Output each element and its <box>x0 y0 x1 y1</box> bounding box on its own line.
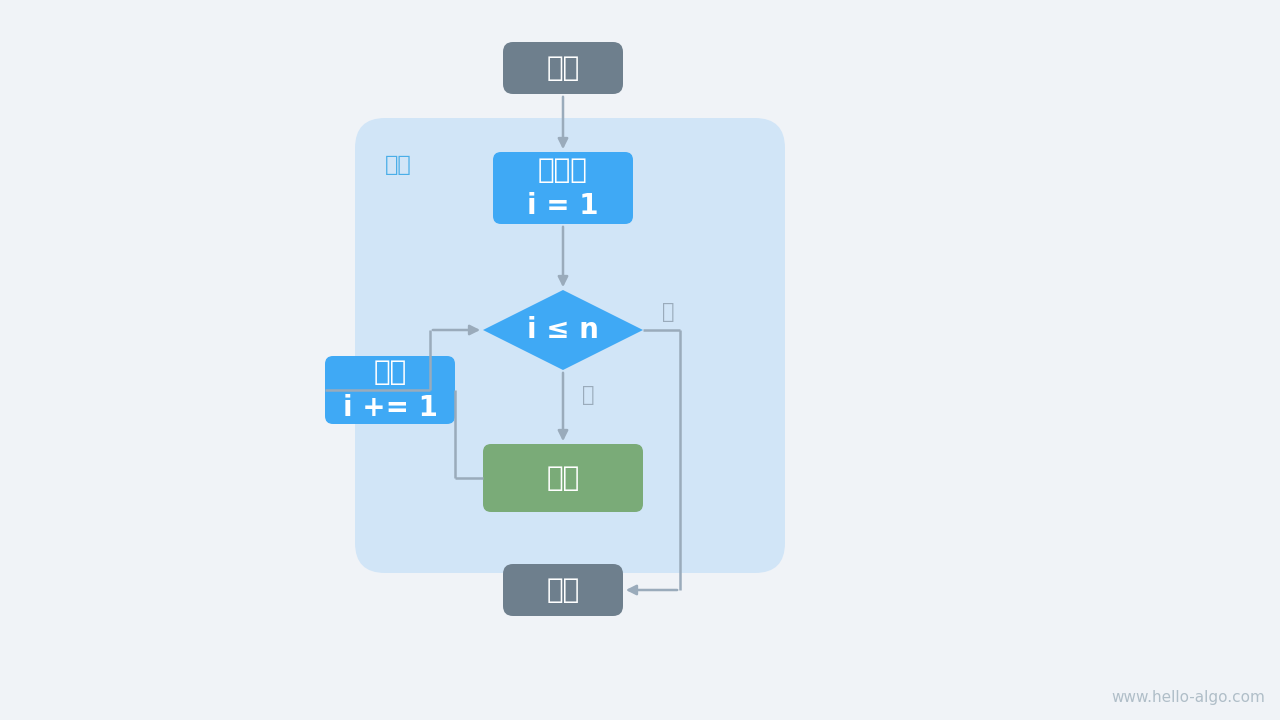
Text: 假: 假 <box>662 302 675 322</box>
Text: 循环: 循环 <box>385 155 412 175</box>
Text: www.hello-algo.com: www.hello-algo.com <box>1111 690 1265 705</box>
FancyBboxPatch shape <box>503 42 623 94</box>
Text: i ≤ n: i ≤ n <box>527 316 599 344</box>
Text: 开始: 开始 <box>547 54 580 82</box>
Text: 真: 真 <box>581 385 594 405</box>
FancyBboxPatch shape <box>493 152 634 224</box>
Text: 更新
i += 1: 更新 i += 1 <box>343 358 438 423</box>
FancyBboxPatch shape <box>503 564 623 616</box>
Polygon shape <box>483 290 643 370</box>
FancyBboxPatch shape <box>483 444 643 512</box>
FancyBboxPatch shape <box>325 356 454 424</box>
Text: 任务: 任务 <box>547 464 580 492</box>
Text: 初始化
i = 1: 初始化 i = 1 <box>527 156 599 220</box>
Text: 结束: 结束 <box>547 576 580 604</box>
FancyBboxPatch shape <box>355 118 785 573</box>
